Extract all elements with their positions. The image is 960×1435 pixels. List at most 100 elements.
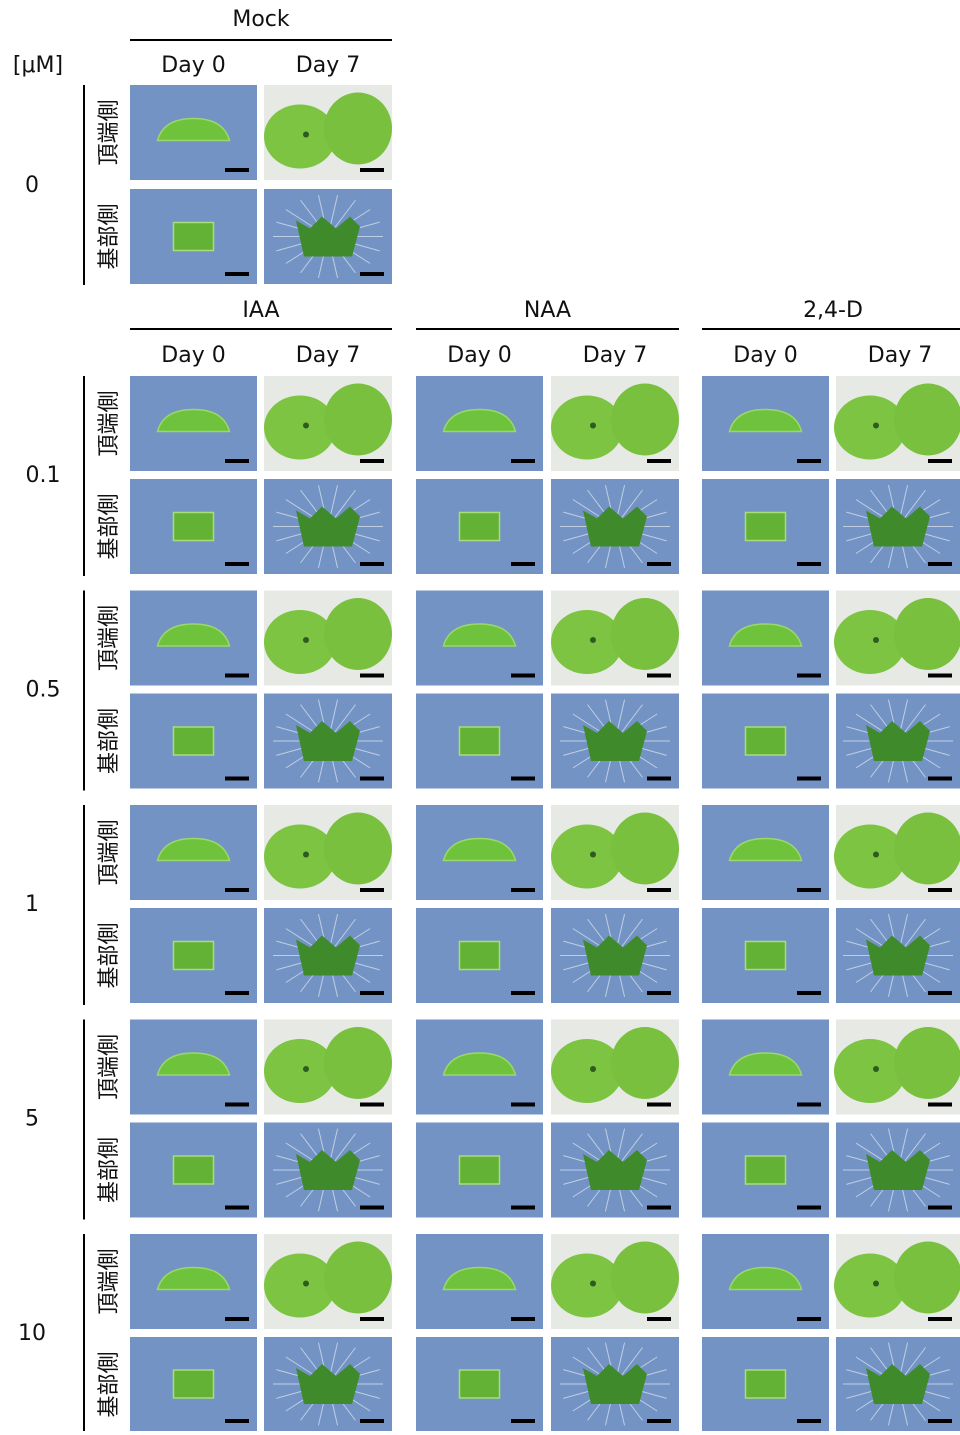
explant-notch	[303, 423, 309, 429]
concentration-label: 5	[25, 1107, 39, 1132]
group-title: NAA	[524, 298, 571, 323]
photo-panel	[551, 1234, 679, 1329]
photo-panel	[416, 479, 543, 574]
photo-panel	[130, 1123, 257, 1218]
photo-panel	[551, 591, 679, 686]
explant	[324, 384, 392, 456]
photo-panel	[836, 908, 960, 1003]
scale-bar	[360, 1103, 384, 1107]
photo-panel	[416, 1337, 543, 1431]
explant-notch	[590, 852, 596, 858]
concentration-label: 0.5	[26, 678, 61, 703]
photo-panel	[416, 1234, 543, 1329]
group-title: IAA	[242, 298, 279, 323]
photo-panel	[836, 479, 960, 574]
day-label: Day 7	[868, 343, 932, 368]
photo-panel	[130, 189, 257, 284]
concentration-label: 1	[25, 892, 39, 917]
explant	[174, 223, 214, 251]
scale-bar	[928, 1419, 952, 1423]
photo-panel	[130, 1234, 257, 1329]
photo-panel	[130, 694, 257, 789]
photo-panel	[264, 805, 392, 900]
scale-bar	[647, 674, 671, 678]
explant	[611, 1242, 679, 1314]
photo-panel	[702, 1337, 829, 1431]
photo-panel	[416, 694, 543, 789]
day-label: Day 7	[583, 343, 647, 368]
scale-bar	[225, 562, 249, 566]
photo-panel	[130, 805, 257, 900]
explant	[174, 1370, 214, 1398]
group-title: Mock	[232, 7, 290, 32]
scale-bar	[511, 1103, 535, 1107]
photo-panel	[130, 591, 257, 686]
photo-panel	[702, 1020, 829, 1115]
scale-bar	[797, 888, 821, 892]
photo-panel	[551, 805, 679, 900]
photo-panel	[836, 694, 960, 789]
photo-panel	[834, 805, 960, 900]
concentration-label: 10	[18, 1321, 46, 1346]
scale-bar	[797, 1103, 821, 1107]
photo-panel	[130, 1020, 257, 1115]
photo-panel	[836, 1337, 960, 1431]
photo-panel	[264, 908, 392, 1003]
scale-bar	[928, 1103, 952, 1107]
scale-bar	[647, 1419, 671, 1423]
explant-notch	[873, 1281, 879, 1287]
scale-bar	[797, 674, 821, 678]
photo-panel	[551, 908, 679, 1003]
scale-bar	[511, 1419, 535, 1423]
explant	[894, 1242, 960, 1314]
explant	[460, 727, 500, 755]
photo-panel	[416, 376, 543, 471]
photo-panel	[834, 376, 960, 471]
scale-bar	[647, 1103, 671, 1107]
scale-bar	[797, 1317, 821, 1321]
photo-panel	[264, 1020, 392, 1115]
scale-bar	[360, 1206, 384, 1210]
scale-bar	[511, 674, 535, 678]
scale-bar	[647, 459, 671, 463]
photo-panel	[264, 694, 392, 789]
explant	[460, 1156, 500, 1184]
explant	[894, 384, 960, 456]
row-label: 頂端側	[97, 1034, 122, 1100]
explant-notch	[873, 852, 879, 858]
scale-bar	[360, 777, 384, 781]
explant-notch	[303, 852, 309, 858]
scale-bar	[225, 1317, 249, 1321]
day-label: Day 0	[161, 343, 225, 368]
scale-bar	[225, 1206, 249, 1210]
explant	[174, 1156, 214, 1184]
scale-bar	[647, 991, 671, 995]
explant	[746, 513, 786, 541]
scale-bar	[928, 1206, 952, 1210]
photo-panel	[130, 908, 257, 1003]
row-label: 基部側	[97, 1137, 122, 1203]
photo-panel	[551, 376, 679, 471]
scale-bar	[647, 1317, 671, 1321]
explant	[174, 942, 214, 970]
explant	[894, 1027, 960, 1099]
scale-bar	[225, 674, 249, 678]
scale-bar	[647, 562, 671, 566]
photo-panel	[702, 1123, 829, 1218]
photo-panel	[702, 908, 829, 1003]
photo-panel	[264, 85, 392, 180]
photo-panel	[416, 591, 543, 686]
explant	[611, 384, 679, 456]
row-label: 頂端側	[97, 819, 122, 885]
photo-panel	[702, 591, 829, 686]
photo-panel	[416, 805, 543, 900]
photo-panel	[702, 1234, 829, 1329]
explant-notch	[590, 1281, 596, 1287]
scale-bar	[797, 991, 821, 995]
photo-panel	[264, 591, 392, 686]
page: [μM] MockDay 0Day 70頂端側基部側IAADay 0Day 7N…	[0, 0, 960, 1431]
scale-bar	[360, 272, 384, 276]
scale-bar	[928, 674, 952, 678]
scale-bar	[511, 777, 535, 781]
scale-bar	[360, 1317, 384, 1321]
